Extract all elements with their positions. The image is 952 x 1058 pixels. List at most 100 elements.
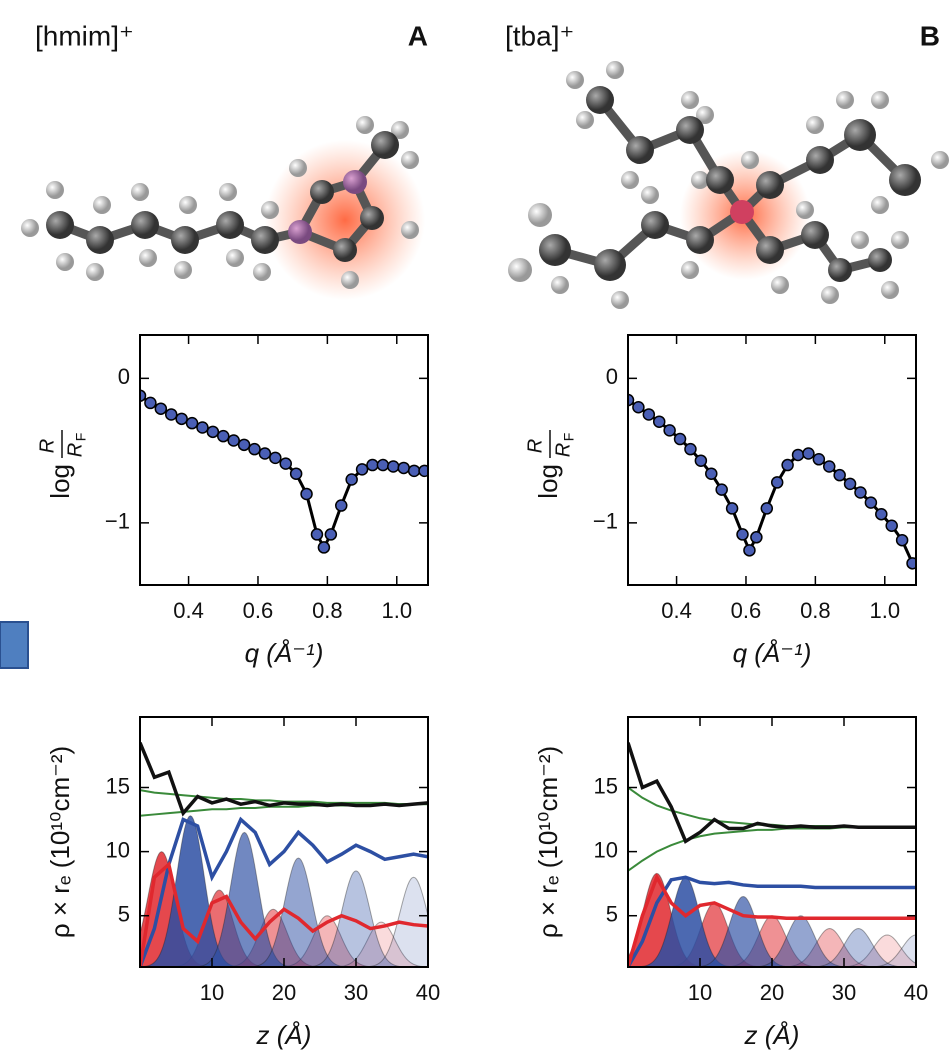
data-point — [843, 477, 857, 491]
cation-label: [tba]⁺ — [505, 20, 574, 51]
x-tick-label: 10 — [200, 980, 224, 1005]
plot-area — [140, 389, 428, 554]
y-label-numerator: R — [36, 439, 58, 453]
data-point — [684, 442, 697, 456]
y-label-numerator: R — [524, 439, 546, 453]
y-label-denominator: R — [552, 443, 574, 457]
y-tick-label: 15 — [106, 773, 130, 798]
data-point — [217, 429, 230, 443]
data-point — [407, 464, 421, 478]
chart: 10 20 30 40 5 10 15 z (Å) ρ × rₑ (10¹⁰cm⁻²) — [45, 716, 440, 1050]
data-point — [823, 460, 836, 473]
y-axis-label: ρ × rₑ (10¹⁰cm⁻²) — [45, 746, 75, 938]
data-point — [833, 468, 846, 482]
y-label-text: ρ × rₑ (10¹⁰cm⁻²) — [45, 746, 75, 938]
data-point — [628, 393, 635, 407]
y-tick-label: 0 — [118, 364, 130, 389]
data-point — [366, 458, 379, 472]
y-tick-label: 15 — [594, 773, 618, 798]
density-line — [140, 741, 428, 817]
data-point — [376, 458, 390, 472]
data-point — [300, 487, 313, 501]
data-point — [269, 451, 282, 465]
panel-label: A — [408, 20, 428, 51]
data-point — [355, 463, 369, 476]
density-peak — [358, 876, 428, 967]
x-tick-label: 20 — [272, 980, 296, 1005]
data-point — [397, 461, 410, 475]
data-point — [196, 421, 209, 434]
density-line — [140, 816, 428, 967]
y-label-text: ρ × rₑ (10¹⁰cm⁻²) — [533, 746, 563, 938]
y-label-text: log — [45, 464, 75, 499]
data-point — [185, 416, 199, 430]
density-line — [628, 875, 916, 967]
data-point — [632, 401, 645, 414]
data-point — [802, 447, 815, 460]
data-point — [154, 402, 168, 415]
data-point — [289, 467, 303, 480]
y-tick-label: 10 — [106, 837, 130, 862]
data-point — [387, 460, 400, 473]
data-point — [279, 457, 292, 470]
x-tick-label: 1.0 — [381, 598, 412, 623]
molecule-hmim — [21, 116, 425, 300]
x-axis-label: z (Å) — [256, 1020, 312, 1050]
chart: 10 20 30 40 5 10 15 z (Å) ρ × rₑ (10¹⁰cm⁻²) — [533, 716, 928, 1050]
y-tick-label: 5 — [606, 902, 618, 927]
data-point — [770, 476, 784, 489]
density-line — [628, 742, 916, 844]
y-label-denominator: R — [64, 443, 86, 457]
data-point — [227, 434, 240, 447]
data-point — [335, 499, 348, 512]
data-point — [642, 408, 656, 421]
data-point — [144, 396, 157, 410]
x-axis-label: q (Å⁻¹) — [245, 638, 324, 668]
data-point — [663, 424, 676, 437]
molecule-tba — [508, 61, 949, 309]
data-point — [895, 533, 909, 547]
data-point — [652, 415, 666, 428]
data-point — [206, 425, 220, 439]
density-peak — [831, 934, 916, 967]
y-label-subscript: F — [561, 433, 577, 442]
x-tick-label: 0.6 — [243, 598, 274, 623]
cation-label: [hmim]⁺ — [35, 20, 134, 51]
data-point — [854, 486, 867, 499]
x-tick-label: 40 — [904, 980, 928, 1005]
x-tick-label: 0.4 — [661, 598, 692, 623]
x-tick-label: 1.0 — [869, 598, 900, 623]
y-label-text: log — [533, 464, 563, 499]
y-tick-label: −1 — [105, 509, 130, 534]
x-tick-label: 0.8 — [312, 598, 343, 623]
x-axis-label: z (Å) — [744, 1020, 800, 1050]
axes-frame — [627, 334, 917, 586]
data-point — [673, 432, 687, 446]
y-tick-label: −1 — [593, 509, 618, 534]
x-tick-label: 30 — [344, 980, 368, 1005]
y-axis-label: ρ × rₑ (10¹⁰cm⁻²) — [533, 746, 563, 938]
density-peak — [243, 857, 354, 967]
data-point — [694, 454, 708, 467]
data-point — [140, 389, 147, 402]
data-point — [317, 541, 331, 554]
data-point — [324, 528, 338, 541]
y-tick-label: 5 — [118, 902, 130, 927]
x-tick-label: 0.6 — [731, 598, 762, 623]
data-point — [175, 412, 188, 426]
x-tick-label: 10 — [688, 980, 712, 1005]
data-point — [864, 496, 878, 509]
data-point — [750, 531, 763, 544]
axes-frame — [139, 334, 429, 586]
side-tab — [0, 621, 29, 669]
x-tick-label: 40 — [416, 980, 440, 1005]
data-point — [715, 483, 728, 496]
density-line — [628, 826, 916, 872]
x-axis-label: q (Å⁻¹) — [733, 638, 812, 668]
data-point — [906, 557, 916, 570]
plot-area — [628, 393, 916, 570]
